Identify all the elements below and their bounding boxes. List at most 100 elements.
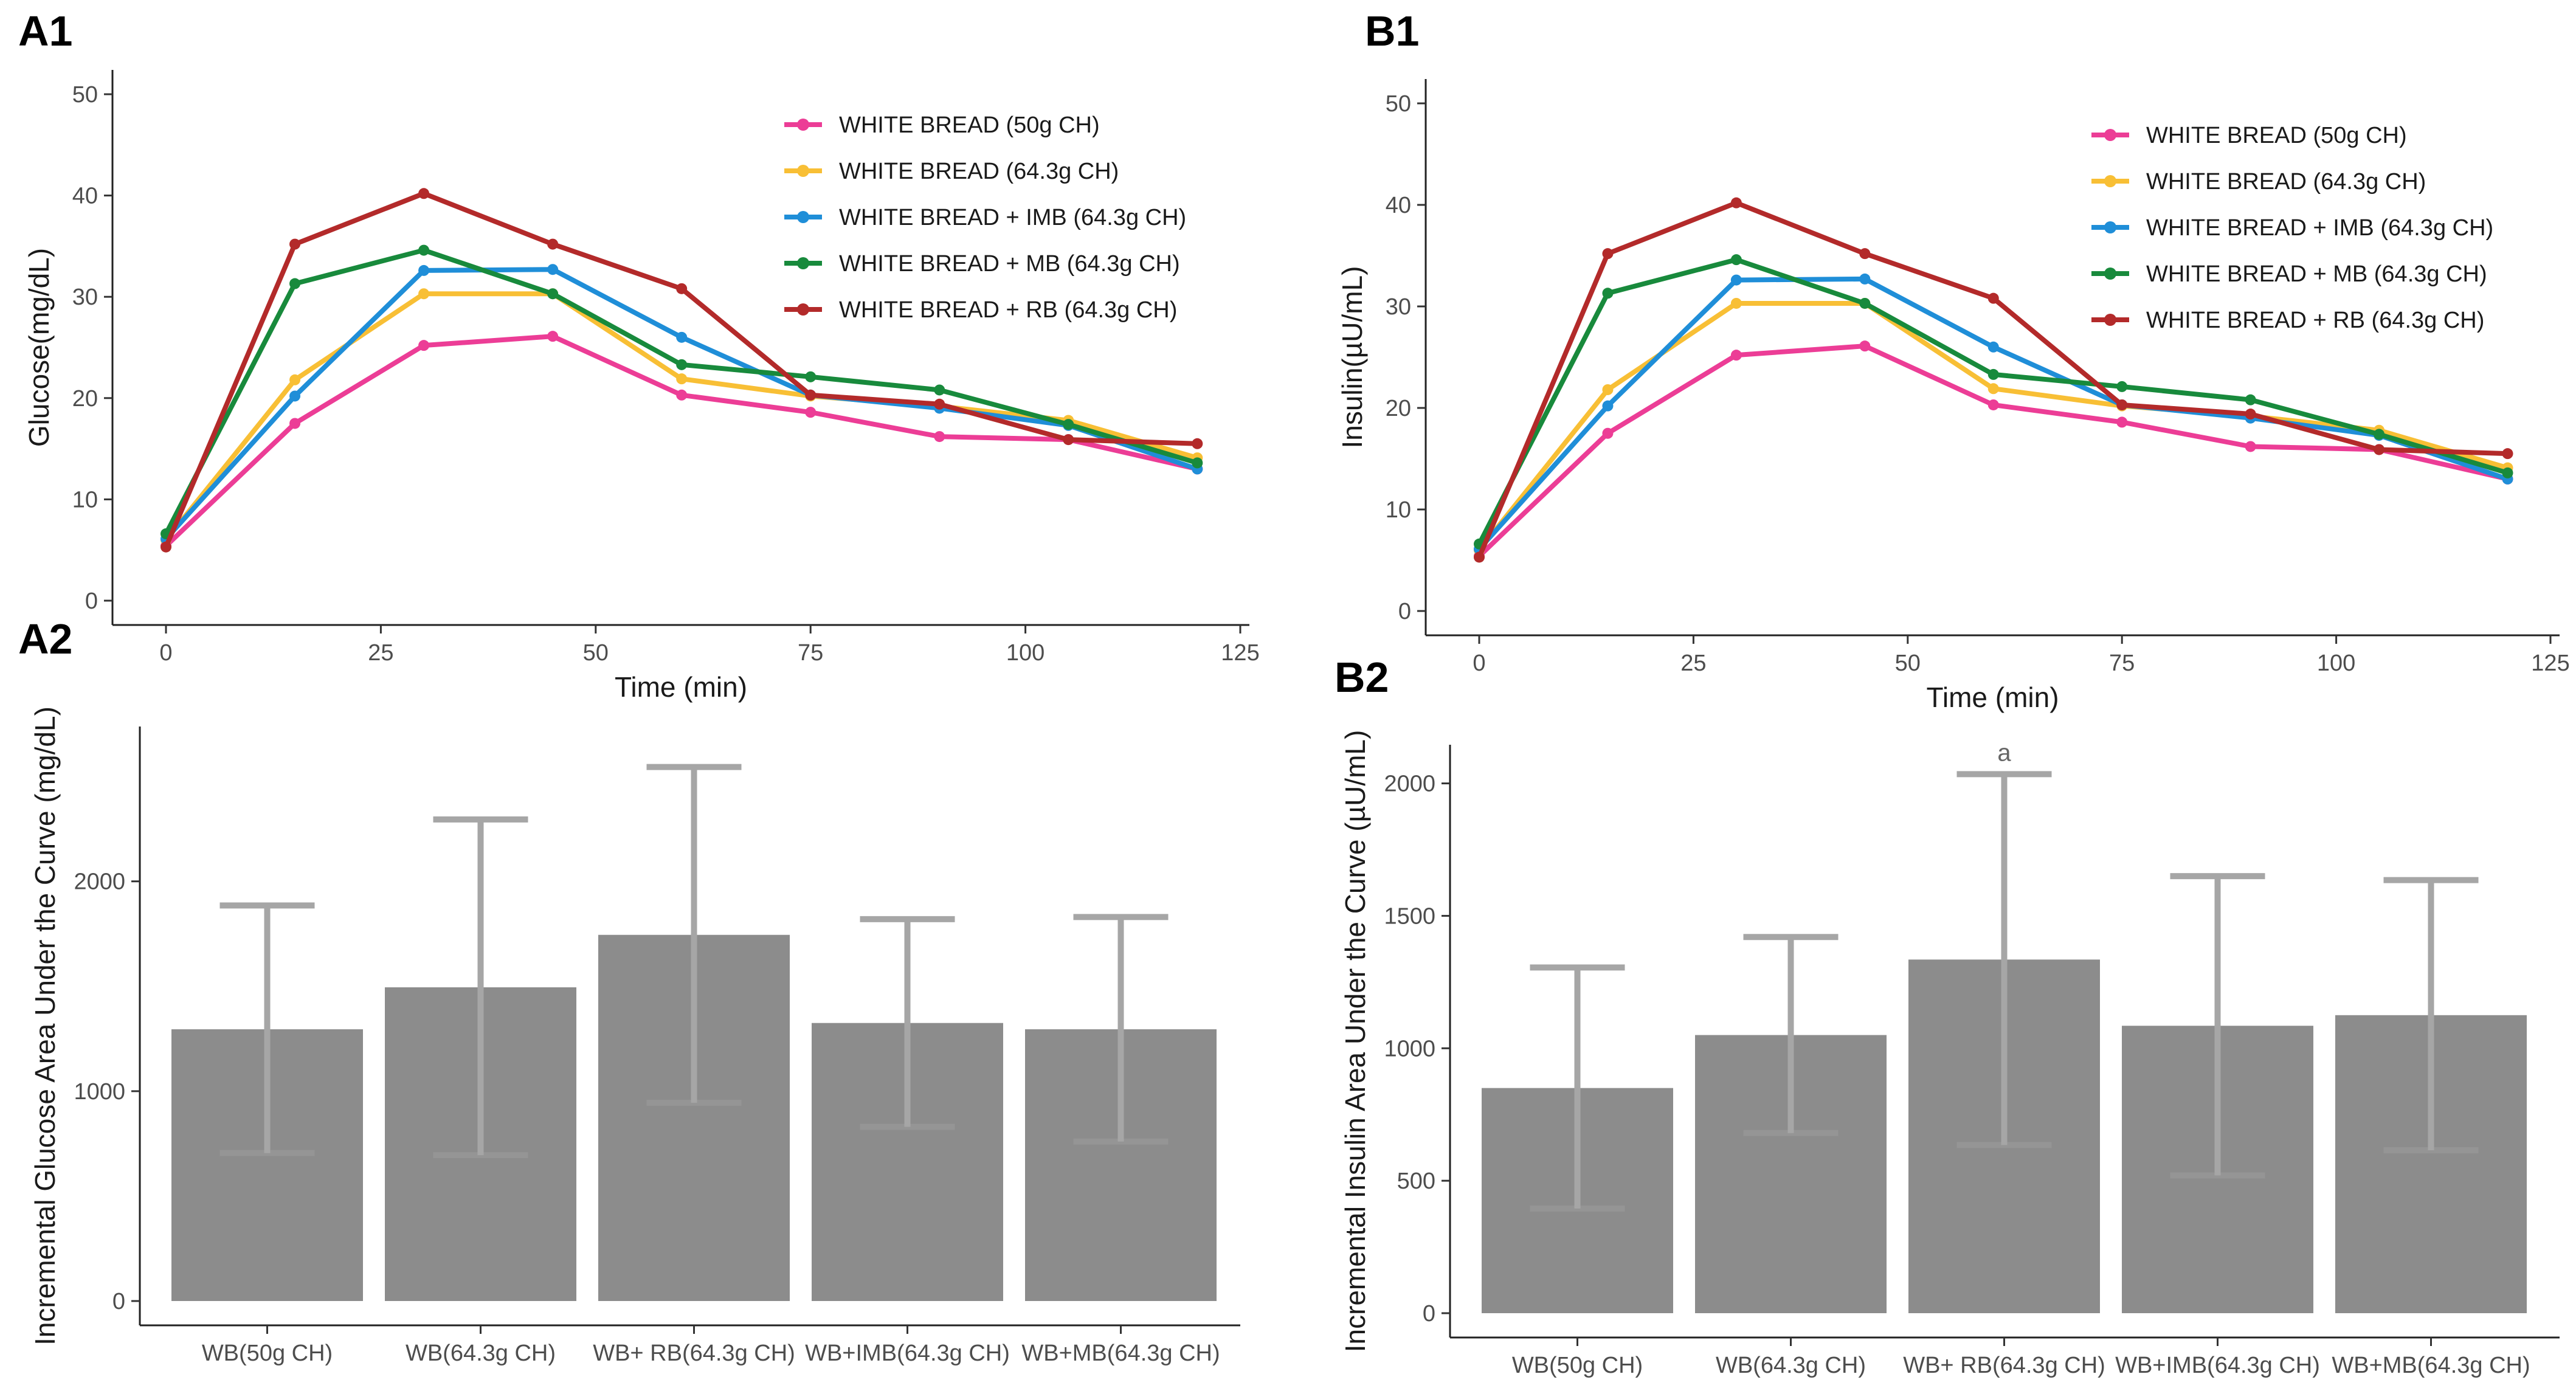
y-axis-title: Incremental Glucose Area Under the Curve… (29, 706, 61, 1345)
data-point (547, 331, 559, 342)
data-point (676, 359, 688, 370)
legend-swatch-point (2104, 221, 2116, 233)
x-tick-label: 75 (798, 640, 823, 666)
insulin-line-chart: 0 10 20 30 40 50 0 25 50 75 100 125 Time (min) Insuli… (1336, 79, 2570, 713)
data-point (547, 238, 559, 250)
x-tick-label: WB+IMB(64.3g CH) (805, 1341, 1010, 1366)
y-tick-label: 10 (1386, 497, 1411, 523)
data-point (676, 283, 688, 294)
x-tick-label: 0 (1473, 651, 1485, 676)
data-point (289, 374, 301, 385)
data-point (289, 390, 301, 402)
data-point (676, 331, 688, 343)
x-tick-label: 125 (1221, 640, 1259, 666)
data-point (1859, 273, 1871, 285)
data-point (934, 398, 945, 410)
data-point (547, 288, 559, 300)
legend-label: WHITE BREAD + MB (64.3g CH) (839, 251, 1180, 277)
y-axis-title: Incremental Insulin Area Under the Curve… (1339, 730, 1371, 1353)
insulin-iauc-bar-chart: 0 500 1000 1500 2000 WB(50g CH) WB(64.3g CH) a W… (1339, 730, 2560, 1378)
legend-label: WHITE BREAD + RB (64.3g CH) (2146, 308, 2484, 333)
y-tick-label: 30 (72, 285, 98, 310)
legend-swatch-point (2104, 175, 2116, 187)
x-tick-label: 125 (2531, 651, 2569, 676)
x-tick-label: WB(50g CH) (1512, 1353, 1643, 1378)
data-point (1730, 197, 1742, 209)
legend-swatch-point (797, 165, 809, 177)
x-tick-label: 75 (2109, 651, 2135, 676)
data-point (805, 389, 817, 401)
x-axis-title: Time (min) (615, 671, 747, 703)
y-tick-label: 1500 (1384, 903, 1435, 929)
data-point (1602, 288, 1614, 299)
data-point (289, 278, 301, 289)
data-point (676, 373, 688, 385)
data-point (1987, 383, 1999, 395)
data-point (1474, 551, 1485, 563)
y-tick-label: 20 (72, 386, 98, 412)
y-tick-label: 50 (72, 82, 98, 108)
data-point (1987, 368, 1999, 380)
y-tick-label: 10 (72, 487, 98, 513)
x-tick-label: WB(50g CH) (202, 1341, 333, 1366)
y-tick-label: 2000 (1384, 771, 1435, 797)
x-tick-label: 100 (2317, 651, 2355, 676)
legend-label: WHITE BREAD + IMB (64.3g CH) (2146, 215, 2493, 241)
y-axis-title: Glucose(mg/dL) (23, 248, 55, 447)
y-tick-label: 50 (1386, 91, 1411, 117)
legend-swatch-point (2104, 268, 2116, 280)
data-point (418, 340, 430, 351)
data-point (2502, 448, 2513, 460)
y-tick-label: 2000 (74, 869, 125, 895)
y-tick-label: 40 (72, 184, 98, 209)
legend-swatch-point (2104, 129, 2116, 141)
x-tick-label: 100 (1006, 640, 1045, 666)
data-point (934, 431, 945, 443)
y-tick-label: 1000 (74, 1079, 125, 1105)
data-point (1192, 457, 1203, 469)
panel-label-b2: B2 (1335, 654, 1389, 701)
data-point (2245, 394, 2256, 406)
x-tick-label: 25 (1680, 651, 1706, 676)
legend-swatch-point (797, 119, 809, 131)
x-tick-label: WB(64.3g CH) (1716, 1353, 1866, 1378)
data-point (1602, 400, 1614, 412)
x-tick-label: 50 (583, 640, 609, 666)
data-point (2245, 409, 2256, 420)
legend-label: WHITE BREAD (50g CH) (2146, 123, 2407, 148)
y-tick-label: 30 (1386, 294, 1411, 320)
significance-label: a (1997, 739, 2011, 766)
legend: WHITE BREAD (50g CH) WHITE BREAD (64.3g C… (2091, 123, 2493, 333)
data-point (1063, 419, 1074, 430)
legend: WHITE BREAD (50g CH) WHITE BREAD (64.3g C… (784, 112, 1186, 323)
x-tick-label: WB+ RB(64.3g CH) (1903, 1353, 2105, 1378)
y-tick-label: 1000 (1384, 1036, 1435, 1061)
data-point (161, 541, 171, 553)
legend-label: WHITE BREAD (50g CH) (839, 112, 1100, 138)
y-tick-label: 0 (85, 588, 98, 614)
data-point (1730, 274, 1742, 286)
data-point (1730, 350, 1742, 361)
data-point (2502, 467, 2513, 478)
data-point (1859, 248, 1871, 260)
glucose-line-chart: 0 10 20 30 40 50 0 25 50 75 100 125 Time (min) Glucos… (23, 70, 1260, 703)
x-tick-label: WB+ RB(64.3g CH) (593, 1341, 795, 1366)
data-point (2374, 429, 2385, 440)
data-point (934, 384, 945, 396)
panel-label-b1: B1 (1365, 7, 1419, 55)
data-point (289, 418, 301, 429)
legend-label: WHITE BREAD + IMB (64.3g CH) (839, 205, 1186, 230)
legend-label: WHITE BREAD + MB (64.3g CH) (2146, 261, 2487, 287)
panel-label-a2: A2 (18, 615, 72, 663)
data-point (1987, 399, 1999, 410)
glucose-iauc-bar-chart: 0 1000 2000 WB(50g CH) WB(64.3g CH) WB+ RB(64… (29, 706, 1240, 1366)
panel-label-a1: A1 (18, 7, 72, 55)
y-tick-label: 20 (1386, 396, 1411, 421)
x-axis-title: Time (min) (1926, 682, 2059, 713)
data-point (1730, 297, 1742, 309)
x-tick-label: WB+MB(64.3g CH) (1021, 1341, 1220, 1366)
data-point (2245, 441, 2256, 452)
y-axis-title: Insulin(µU/mL) (1336, 266, 1368, 448)
legend-swatch-point (797, 303, 809, 316)
